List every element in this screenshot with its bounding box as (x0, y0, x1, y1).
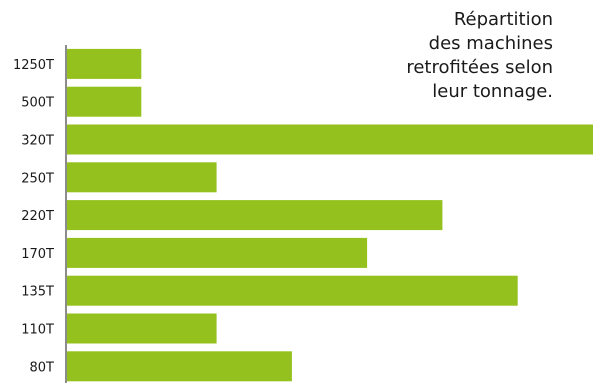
chart-title-line-4: leur tonnage. (432, 81, 553, 102)
tick-label-110T: 110T (21, 323, 54, 338)
tick-label-135T: 135T (21, 285, 54, 300)
chart-title-line-2: des machines (428, 33, 553, 54)
tick-label-170T: 170T (21, 247, 54, 262)
bar-1250T (67, 48, 142, 79)
bar-110T (67, 313, 217, 344)
bar-250T (67, 162, 217, 193)
tick-label-320T: 320T (21, 134, 54, 149)
bar-80T (67, 351, 292, 382)
bar-320T (67, 124, 593, 155)
chart-title: Répartition des machines retrofitées sel… (293, 8, 553, 104)
bar-135T (67, 275, 518, 306)
tick-label-500T: 500T (21, 96, 54, 111)
tick-label-250T: 250T (21, 171, 54, 186)
tick-label-80T: 80T (30, 360, 55, 375)
bar-500T (67, 86, 142, 117)
chart-title-line-1: Répartition (453, 9, 553, 30)
bar-170T (67, 237, 368, 268)
bar-220T (67, 200, 443, 231)
tick-label-220T: 220T (21, 209, 54, 224)
chart-title-line-3: retrofitées selon (406, 57, 553, 78)
tick-label-1250T: 1250T (13, 58, 54, 73)
